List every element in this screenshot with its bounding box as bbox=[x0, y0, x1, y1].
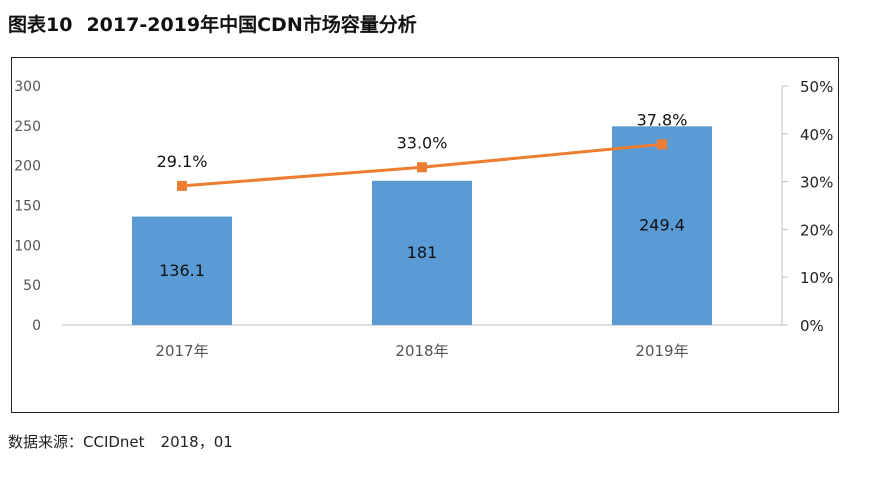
right-tick-label: 40% bbox=[800, 126, 833, 144]
category-label: 2017年 bbox=[155, 342, 208, 360]
line-value-label: 29.1% bbox=[157, 152, 208, 171]
line-series bbox=[177, 139, 667, 191]
bar-value-label: 249.4 bbox=[639, 216, 685, 235]
left-tick-label: 250 bbox=[14, 119, 41, 135]
bar-value-label: 181 bbox=[407, 243, 438, 262]
data-labels: 136.1 181 249.4 29.1% 33.0% 37.8% bbox=[157, 110, 688, 279]
left-tick-label: 300 bbox=[14, 79, 41, 95]
right-tick-label: 30% bbox=[800, 174, 833, 192]
bar-series bbox=[132, 126, 712, 325]
left-tick-label: 0 bbox=[32, 318, 41, 334]
source-note: 数据来源：CCIDnet 2018，01 bbox=[8, 431, 233, 452]
category-label: 2019年 bbox=[635, 342, 688, 360]
figure-title: 2017-2019年中国CDN市场容量分析 bbox=[86, 14, 417, 36]
left-tick-label: 100 bbox=[14, 238, 41, 254]
line-point bbox=[177, 180, 187, 191]
bar bbox=[612, 126, 712, 325]
bar bbox=[132, 216, 232, 325]
line-point bbox=[657, 139, 667, 150]
chart-title: 图表10 2017-2019年中国CDN市场容量分析 bbox=[8, 10, 417, 37]
right-tick-label: 50% bbox=[800, 78, 833, 96]
bar bbox=[372, 180, 472, 325]
figure-label: 图表10 bbox=[8, 14, 73, 36]
category-label: 2018年 bbox=[395, 342, 448, 360]
source-text: 数据来源：CCIDnet bbox=[8, 433, 145, 451]
left-tick-label: 200 bbox=[14, 159, 41, 175]
line-value-label: 33.0% bbox=[397, 133, 448, 152]
source-date: 2018，01 bbox=[160, 433, 233, 451]
right-tick-label: 10% bbox=[800, 269, 833, 287]
right-tick-label: 20% bbox=[800, 221, 833, 239]
right-tick-label: 0% bbox=[800, 317, 824, 335]
line-value-label: 37.8% bbox=[637, 110, 688, 129]
left-tick-label: 50 bbox=[23, 278, 41, 294]
bar-value-label: 136.1 bbox=[159, 261, 205, 280]
left-tick-label: 150 bbox=[14, 199, 41, 215]
chart-frame bbox=[11, 57, 839, 413]
line-point bbox=[417, 162, 427, 173]
